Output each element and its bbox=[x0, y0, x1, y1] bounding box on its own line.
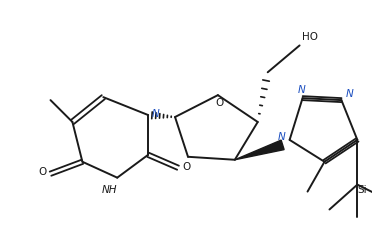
Polygon shape bbox=[235, 140, 284, 160]
Text: O: O bbox=[216, 98, 224, 108]
Text: O: O bbox=[182, 162, 190, 172]
Text: HO: HO bbox=[301, 32, 317, 42]
Text: N: N bbox=[345, 89, 353, 99]
Text: NH: NH bbox=[101, 185, 117, 195]
Text: O: O bbox=[38, 167, 47, 177]
Text: N: N bbox=[298, 85, 305, 95]
Text: Si: Si bbox=[358, 185, 367, 195]
Text: N: N bbox=[151, 109, 159, 119]
Text: N: N bbox=[278, 132, 285, 142]
